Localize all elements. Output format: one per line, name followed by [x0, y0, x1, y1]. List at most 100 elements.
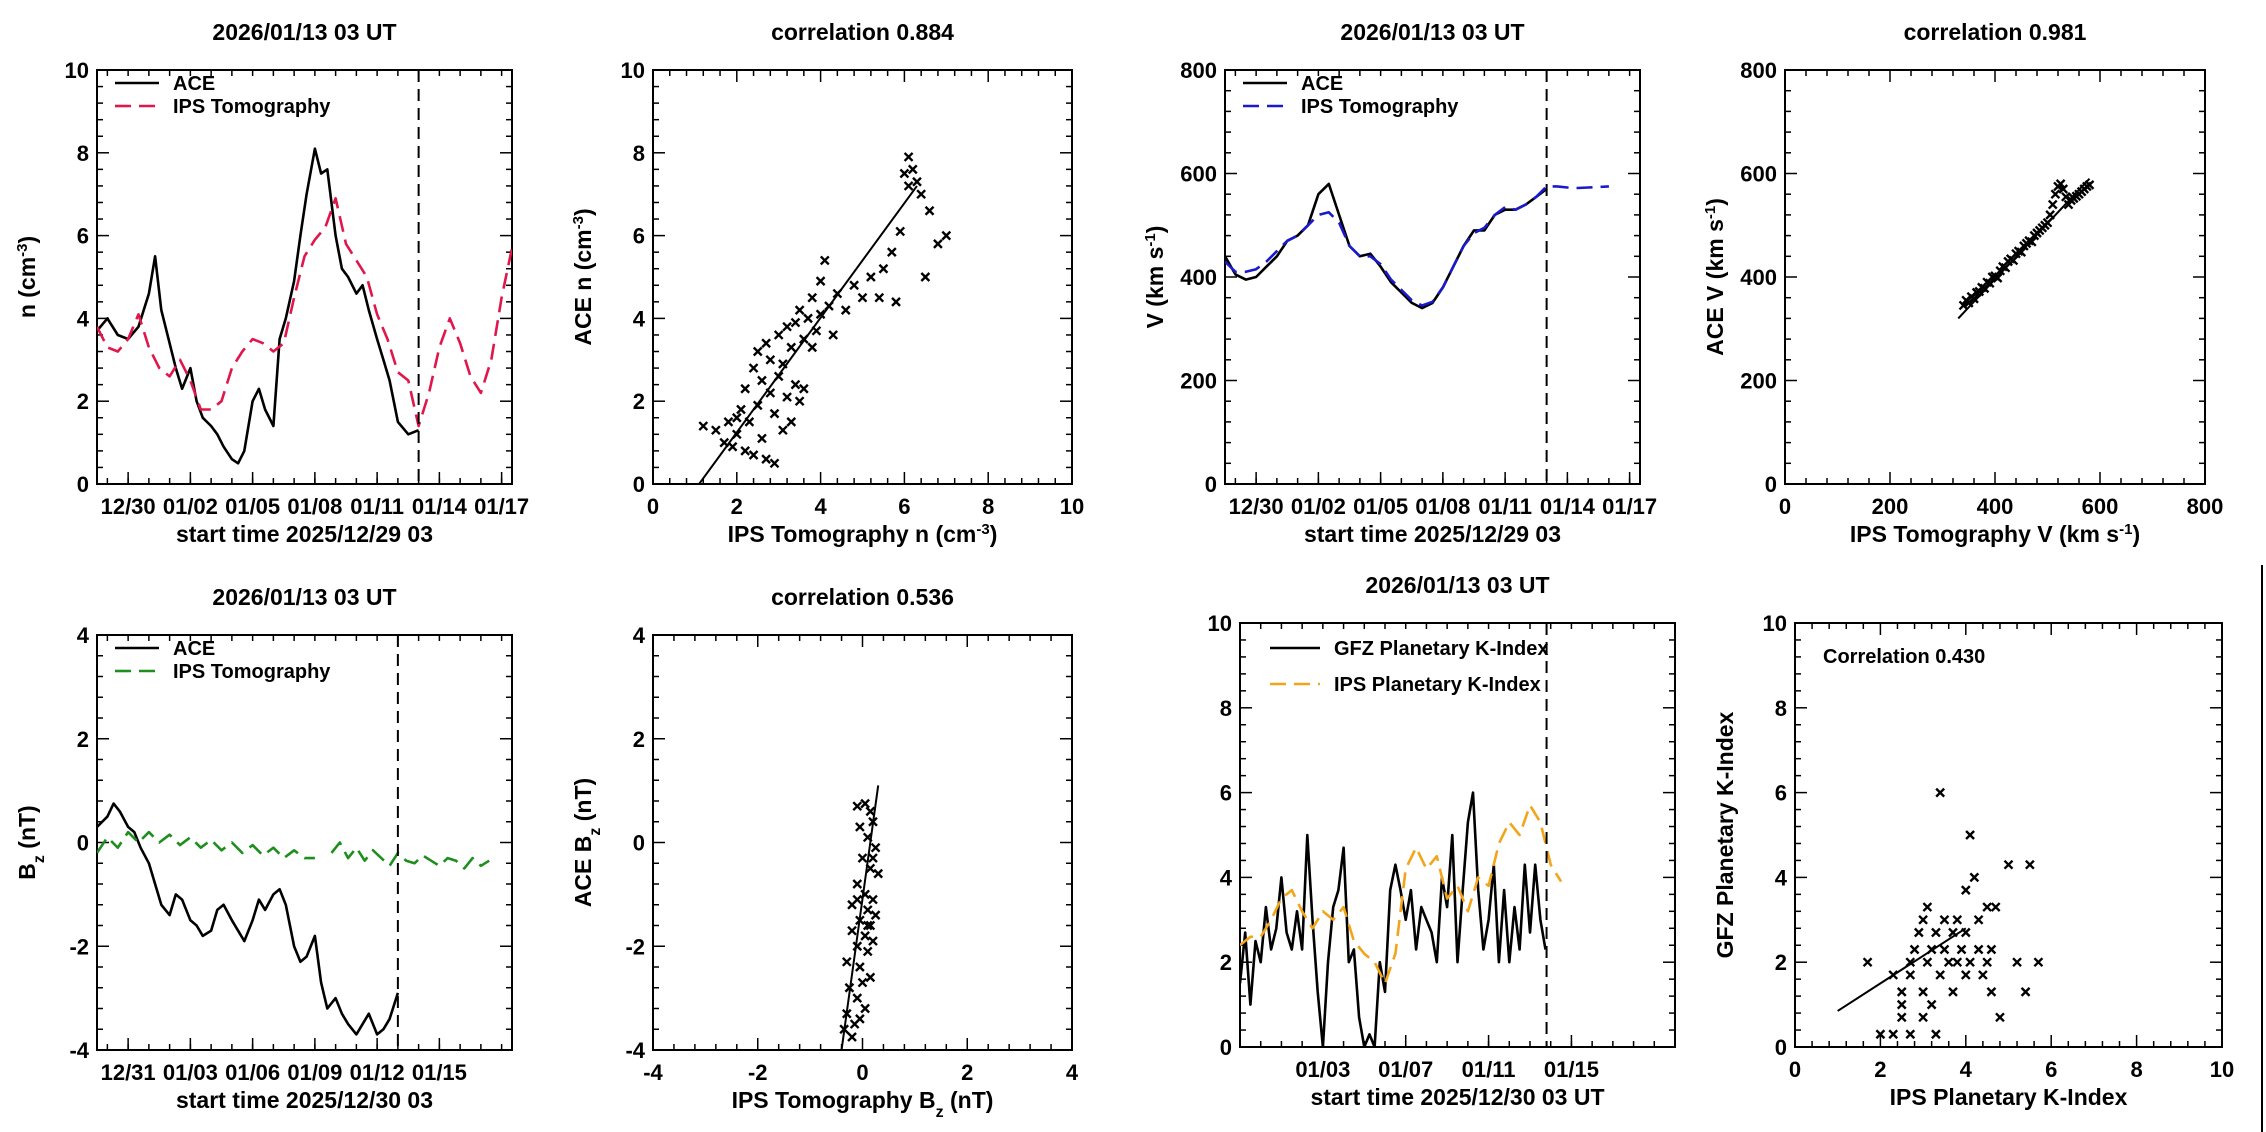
- plot-frame: [1224, 69, 1641, 485]
- y-tick-label: 4: [633, 623, 646, 648]
- x-axis-label: IPS Tomography n (cm-3): [728, 521, 998, 548]
- data-point: [786, 417, 797, 427]
- data-point: [870, 842, 881, 853]
- data-point: [2050, 189, 2061, 200]
- x-tick-label: 2: [961, 1060, 973, 1085]
- data-point: [840, 305, 851, 315]
- data-point: [740, 446, 751, 456]
- plot-frame: [96, 69, 513, 485]
- y-axis-label: ACE V (km s-1): [1702, 198, 1729, 356]
- data-point: [1926, 999, 1937, 1010]
- data-point: [786, 342, 797, 353]
- data-point: [811, 325, 822, 336]
- data-point: [748, 363, 759, 373]
- x-axis-label: start time 2025/12/30 03 UT: [1310, 1084, 1604, 1110]
- y-axis-label: V (km s-1): [1142, 226, 1169, 329]
- data-point: [782, 321, 792, 332]
- x-tick-label: 01/03: [1295, 1057, 1350, 1082]
- plot-area: [1225, 182, 1609, 310]
- x-tick-label: 4: [1066, 1060, 1079, 1085]
- series-line-2: [97, 197, 512, 428]
- data-point: [857, 853, 868, 863]
- y-tick-label: 10: [1208, 611, 1232, 636]
- y-tick-label: 8: [1775, 696, 1787, 721]
- y-tick-label: 2: [77, 389, 89, 414]
- data-point: [860, 931, 870, 941]
- data-point: [1952, 957, 1963, 968]
- data-point: [757, 433, 767, 444]
- data-point: [1978, 970, 1988, 980]
- series-line-1: [1240, 791, 1547, 1047]
- data-point: [1973, 944, 1984, 955]
- data-point: [765, 354, 776, 365]
- data-point: [886, 247, 897, 258]
- data-point: [748, 450, 759, 460]
- x-tick-label: 12/30: [101, 494, 156, 519]
- data-point: [1973, 914, 1984, 925]
- y-tick-label: 200: [1180, 369, 1217, 394]
- legend-label: IPS Planetary K-Index: [1334, 674, 1541, 696]
- y-tick-label: 4: [1220, 865, 1233, 890]
- data-point: [719, 437, 730, 448]
- y-tick-label: 400: [1740, 265, 1777, 290]
- x-tick-label: 10: [1060, 494, 1084, 519]
- data-point: [849, 280, 859, 291]
- data-point: [860, 1003, 870, 1014]
- y-tick-label: 0: [1220, 1035, 1232, 1060]
- data-point: [723, 417, 734, 427]
- x-tick-label: 01/14: [1540, 494, 1596, 519]
- regression-line: [698, 185, 918, 484]
- y-tick-label: -2: [69, 934, 89, 959]
- y-tick-label: 10: [65, 58, 89, 83]
- data-point: [844, 982, 855, 993]
- data-point: [1965, 957, 1975, 968]
- data-point: [1986, 987, 1997, 997]
- chart-panel-4: correlation 0.981 0 200 400 600 800 0 200 400 600…: [1702, 19, 2224, 547]
- data-point: [912, 176, 922, 187]
- data-point: [1888, 1029, 1899, 1040]
- data-point: [855, 822, 865, 832]
- x-tick-label: 0: [1779, 494, 1791, 519]
- data-point: [1956, 944, 1967, 955]
- data-point: [815, 276, 826, 286]
- data-point: [933, 239, 943, 249]
- data-point: [1931, 1029, 1941, 1040]
- y-tick-label: 8: [633, 141, 645, 166]
- data-point: [860, 798, 870, 809]
- data-point: [868, 816, 878, 827]
- series-line-3: [330, 841, 490, 870]
- data-point: [841, 956, 852, 967]
- data-point: [857, 292, 868, 303]
- y-tick-label: 10: [1763, 611, 1787, 636]
- data-point: [1939, 914, 1950, 925]
- data-point: [862, 946, 873, 957]
- x-tick-label: 4: [814, 494, 827, 519]
- y-tick-label: 2: [633, 727, 645, 752]
- plot-area: [698, 152, 952, 484]
- data-point: [1935, 970, 1946, 980]
- y-tick-label: 8: [1220, 696, 1232, 721]
- data-point: [868, 894, 878, 905]
- y-tick-label: 0: [1775, 1035, 1787, 1060]
- plot-area: [839, 785, 884, 1050]
- data-point: [862, 905, 873, 915]
- data-point: [847, 925, 857, 936]
- x-tick-label: 800: [2187, 494, 2224, 519]
- x-tick-label: 01/06: [225, 1060, 280, 1085]
- data-point: [1948, 927, 1958, 938]
- chart-panel-1: 2026/01/13 03 UT 0 2 4 6 8 10 12/30 01/02 01/05 01…: [14, 19, 530, 547]
- plot-area: [97, 802, 490, 1036]
- y-tick-label: 0: [77, 472, 89, 497]
- y-tick-label: 8: [77, 141, 89, 166]
- data-point: [852, 894, 863, 905]
- y-axis-label: GFZ Planetary K-Index: [1712, 711, 1738, 958]
- plot-area: [97, 147, 512, 465]
- data-point: [1969, 872, 1980, 883]
- data-point: [865, 920, 876, 931]
- data-point: [855, 1014, 865, 1024]
- x-tick-label: 6: [2045, 1057, 2057, 1082]
- x-tick-label: 01/15: [1544, 1057, 1599, 1082]
- y-tick-label: 4: [77, 306, 90, 331]
- data-point: [862, 832, 873, 843]
